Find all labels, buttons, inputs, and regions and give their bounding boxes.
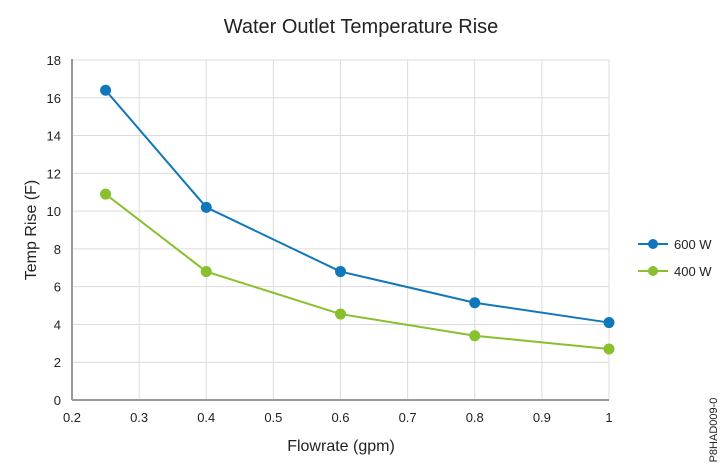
series-line	[104, 193, 610, 350]
y-tick-label: 4	[54, 317, 61, 332]
y-tick-label: 0	[54, 393, 61, 408]
data-point	[200, 201, 212, 213]
data-point	[100, 84, 112, 96]
figure-id-annotation: P8HAD009-0	[708, 398, 720, 463]
x-tick-label: 1	[605, 410, 612, 425]
legend-marker	[648, 266, 658, 276]
y-tick-label: 10	[47, 204, 61, 219]
x-axis-label: Flowrate (gpm)	[287, 438, 395, 455]
data-point	[469, 297, 481, 309]
y-tick-label: 18	[47, 53, 61, 68]
plot-area	[100, 84, 615, 355]
x-tick-label: 0.6	[331, 410, 349, 425]
y-tick-label: 12	[47, 166, 61, 181]
grid	[72, 59, 610, 400]
data-point	[335, 266, 346, 278]
data-point	[100, 188, 112, 200]
series-line	[104, 89, 610, 324]
y-tick-label: 2	[54, 355, 61, 370]
data-point	[603, 343, 615, 355]
data-point	[335, 308, 346, 320]
legend: 600 W 400 W	[638, 237, 712, 279]
x-tick-label: 0.5	[264, 410, 282, 425]
legend-label: 400 W	[674, 264, 712, 279]
data-point	[200, 266, 212, 278]
y-axis-label: Temp Rise (F)	[23, 180, 40, 280]
x-tick-label: 0.3	[130, 410, 148, 425]
y-tick-label: 16	[47, 91, 61, 106]
data-point	[469, 330, 481, 342]
y-tick-label: 14	[47, 129, 61, 144]
data-point	[603, 317, 615, 329]
x-tick-label: 0.4	[197, 410, 215, 425]
x-tick-label: 0.9	[533, 410, 551, 425]
legend-label: 600 W	[674, 237, 712, 252]
legend-marker	[648, 239, 658, 249]
chart-title: Water Outlet Temperature Rise	[224, 16, 499, 38]
x-tick-label: 0.8	[466, 410, 484, 425]
y-tick-label: 8	[54, 242, 61, 257]
y-tick-label: 6	[54, 280, 61, 295]
x-tick-label: 0.2	[63, 410, 81, 425]
x-tick-label: 0.7	[399, 410, 417, 425]
